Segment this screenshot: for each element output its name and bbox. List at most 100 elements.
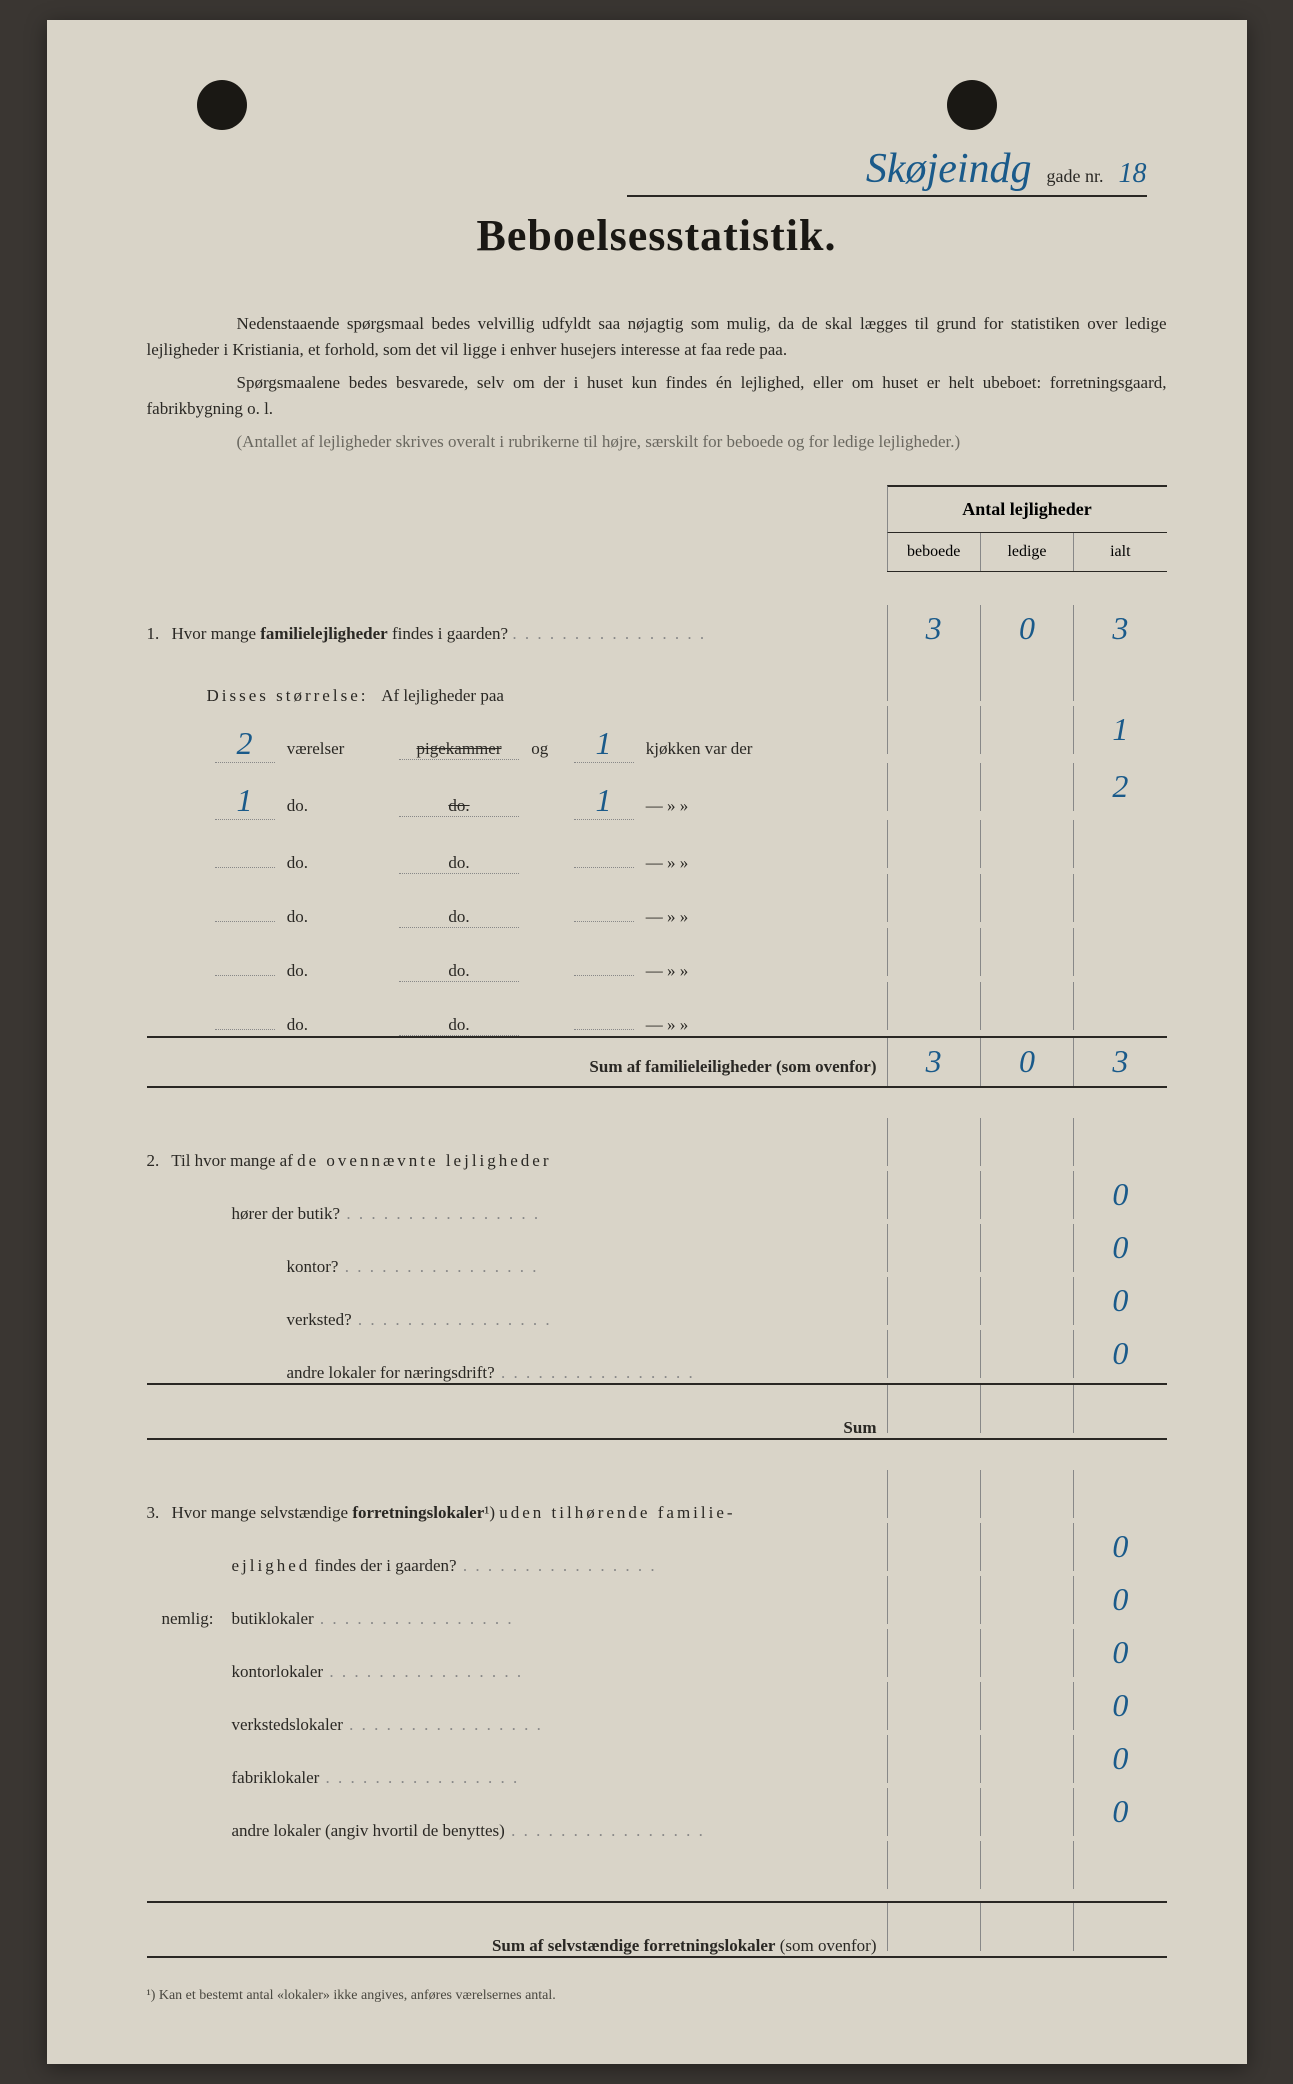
q1-subtitle-row: Disses størrelse: Af lejligheder paa [147, 653, 1167, 706]
table-column-header: Antal lejligheder beboede ledige ialt [887, 485, 1167, 572]
q2-row-val: 0 [1112, 1229, 1128, 1266]
q1-detail-text: do. do. — » » [147, 1015, 887, 1036]
q3-text-a: 3. Hvor mange selvstændige forretningslo… [147, 1503, 887, 1523]
q1-beboede: 3 [926, 610, 942, 647]
q1-mid: do. [399, 796, 519, 817]
q2-label: Til hvor mange af de ovennævnte lejlighe… [171, 1151, 551, 1170]
q1-kjokken-val [574, 867, 634, 868]
q1-detail-row: do. do. — » » [147, 928, 1167, 982]
q3-detail-row: andre lokaler (angiv hvortil de benyttes… [147, 1788, 1167, 1841]
q3-row-b: ejlighed findes der i gaarden? 0 [147, 1523, 1167, 1576]
q3-number: 3. [147, 1503, 160, 1522]
q1-detail-row: do. do. — » » [147, 982, 1167, 1036]
col-subheaders: beboede ledige ialt [887, 533, 1167, 572]
q1-detail-text: do. do. — » » [147, 907, 887, 928]
q1-vaerelser-val [215, 975, 275, 976]
q2-detail-row: kontor? 0 [147, 1224, 1167, 1277]
q1-kjokken-val [574, 975, 634, 976]
q1-vaerelser-val [215, 1029, 275, 1030]
col-beboede: beboede [887, 533, 980, 571]
q3-text-b: ejlighed findes der i gaarden? [147, 1556, 887, 1576]
q2-detail-text: verksted? [147, 1310, 887, 1330]
intro-p1: Nedenstaaende spørgsmaal bedes velvillig… [147, 311, 1167, 362]
gade-label: gade nr. [1047, 166, 1104, 187]
q3-row-val: 0 [1112, 1687, 1128, 1724]
footnote: ¹) Kan et bestemt antal «lokaler» ikke a… [147, 1988, 1167, 2004]
q3-row-a: 3. Hvor mange selvstændige forretningslo… [147, 1470, 1167, 1523]
q2-number: 2. [147, 1151, 160, 1170]
q1-kjokken-val [574, 921, 634, 922]
q3-row-val: 0 [1112, 1740, 1128, 1777]
q1-sum-row: Sum af familieleiligheder (som ovenfor) … [147, 1036, 1167, 1088]
street-name: Skøjeindg [866, 145, 1032, 193]
q3-row-val: 0 [1112, 1634, 1128, 1671]
q1-number: 1. [147, 624, 160, 643]
intro-p3: (Antallet af lejligheder skrives overalt… [147, 429, 1167, 455]
q2-detail-text: kontor? [147, 1257, 887, 1277]
q1-vaerelser-val: 2 [215, 725, 275, 763]
q3-detail-row: fabriklokaler 0 [147, 1735, 1167, 1788]
form-table: Antal lejligheder beboede ledige ialt 1.… [147, 485, 1167, 1958]
page-title: Beboelsesstatistik. [147, 210, 1167, 261]
q1-sum-ialt: 3 [1112, 1043, 1128, 1080]
q2-row-val: 0 [1112, 1176, 1128, 1213]
q1-detail-row: 2 værelser pigekammer og 1 kjøkken var d… [147, 706, 1167, 763]
col-ialt: ialt [1073, 533, 1166, 571]
q1-sum-ledige: 0 [1019, 1043, 1035, 1080]
q3-val: 0 [1112, 1528, 1128, 1565]
q1-sum-beboede: 3 [926, 1043, 942, 1080]
q1-vaerelser-val [215, 921, 275, 922]
q1-kjokken-val: 1 [574, 725, 634, 763]
header-address-line: Skøjeindg gade nr. 18 [627, 145, 1147, 197]
q1-vaerelser-val: 1 [215, 782, 275, 820]
q1-row-ialt: 2 [1112, 768, 1128, 805]
q2-text: 2. Til hvor mange af de ovennævnte lejli… [147, 1151, 887, 1171]
q2-detail-row: hører der butik? 0 [147, 1171, 1167, 1224]
punch-hole-right [947, 80, 997, 130]
q1-kjokken-val [574, 1029, 634, 1030]
q1-ledige: 0 [1019, 610, 1035, 647]
street-number: 18 [1119, 158, 1147, 190]
q2-sum-label: Sum [147, 1418, 887, 1438]
q1-vaerelser-val [215, 867, 275, 868]
q3-label-a: Hvor mange selvstændige forretningslokal… [172, 1503, 736, 1522]
q1-ialt: 3 [1112, 610, 1128, 647]
q3-row-val: 0 [1112, 1793, 1128, 1830]
q1-label: Hvor mange familielejligheder findes i g… [172, 624, 509, 643]
q3-sum-row: Sum af selvstændige forretningslokaler (… [147, 1901, 1167, 1958]
q3-detail-row: nemlig:butiklokaler 0 [147, 1576, 1167, 1629]
q1-sum-label: Sum af familieleiligheder (som ovenfor) [147, 1057, 887, 1077]
q3-detail-text: kontorlokaler [147, 1662, 887, 1682]
q1-row: 1. Hvor mange familielejligheder findes … [147, 605, 1167, 653]
q1-mid: pigekammer [399, 739, 519, 760]
punch-hole-left [197, 80, 247, 130]
q2-row-val: 0 [1112, 1335, 1128, 1372]
document-page: Skøjeindg gade nr. 18 Beboelsesstatistik… [47, 20, 1247, 2064]
q3-detail-row: kontorlokaler 0 [147, 1629, 1167, 1682]
q1-mid: do. [399, 961, 519, 982]
q2-detail-row: verksted? 0 [147, 1277, 1167, 1330]
q2-row: 2. Til hvor mange af de ovennævnte lejli… [147, 1118, 1167, 1171]
intro-p2: Spørgsmaalene bedes besvarede, selv om d… [147, 370, 1167, 421]
q2-detail-text: andre lokaler for næringsdrift? [147, 1363, 887, 1383]
q3-detail-text: nemlig:butiklokaler [147, 1609, 887, 1629]
q3-sum-label: Sum af selvstændige forretningslokaler (… [147, 1936, 887, 1956]
q3-detail-text: andre lokaler (angiv hvortil de benyttes… [147, 1821, 887, 1841]
q2-sum-row: Sum [147, 1383, 1167, 1440]
q1-detail-text: 2 værelser pigekammer og 1 kjøkken var d… [147, 725, 887, 763]
q1-detail-text: do. do. — » » [147, 853, 887, 874]
q1-mid: do. [399, 853, 519, 874]
q3-detail-text: verkstedslokaler [147, 1715, 887, 1735]
q1-cells: 3 0 3 [887, 605, 1167, 653]
q1-detail-text: do. do. — » » [147, 961, 887, 982]
q1-detail-row: do. do. — » » [147, 874, 1167, 928]
q3-detail-row: verkstedslokaler 0 [147, 1682, 1167, 1735]
col-header-title: Antal lejligheder [887, 485, 1167, 533]
q1-kjokken-val: 1 [574, 782, 634, 820]
q3-row-val: 0 [1112, 1581, 1128, 1618]
q1-mid: do. [399, 907, 519, 928]
q1-detail-text: 1 do. do. 1 — » » [147, 782, 887, 820]
q2-detail-text: hører der butik? [147, 1204, 887, 1224]
q2-row-val: 0 [1112, 1282, 1128, 1319]
q1-detail-row: 1 do. do. 1 — » » 2 [147, 763, 1167, 820]
